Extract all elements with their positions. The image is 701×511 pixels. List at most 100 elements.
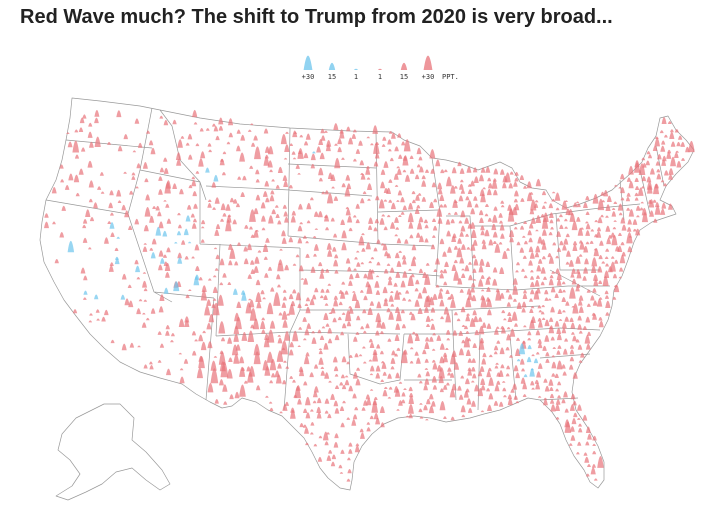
county-spike-rep: [87, 131, 93, 138]
county-spike-rep: [284, 144, 290, 152]
county-spike-rep: [110, 232, 115, 237]
county-spike-rep: [339, 131, 345, 139]
county-spike-rep: [499, 220, 503, 224]
county-spike-rep: [261, 317, 266, 321]
county-spike-rep: [555, 417, 560, 420]
county-spike-rep: [400, 350, 408, 364]
county-spike-rep: [501, 380, 506, 383]
county-spike-rep: [641, 176, 647, 182]
county-spike-rep: [380, 331, 384, 335]
county-spike-rep: [580, 352, 585, 358]
county-spike-rep: [244, 224, 249, 229]
county-spike-rep: [530, 281, 535, 288]
county-spike-rep: [509, 171, 514, 175]
county-spike-rep: [449, 388, 456, 398]
county-spike-rep: [341, 183, 346, 188]
county-spike-rep: [318, 138, 324, 145]
county-spike-rep: [549, 393, 555, 399]
county-spike-rep: [551, 361, 557, 369]
county-spike-rep: [255, 279, 261, 286]
county-spike-rep: [485, 277, 491, 285]
county-spike-rep: [44, 221, 49, 229]
county-spike-rep: [576, 203, 581, 208]
county-spike-rep: [215, 224, 221, 229]
county-spike-rep: [316, 146, 322, 153]
county-spike-rep: [252, 318, 260, 330]
county-spike-rep: [465, 349, 471, 356]
county-spike-rep: [365, 394, 371, 400]
county-spike-rep: [158, 306, 164, 313]
county-spike-rep: [358, 140, 363, 146]
county-spike-rep: [281, 310, 288, 320]
county-spike-rep: [218, 351, 226, 365]
county-spike-rep: [396, 260, 402, 267]
county-spike-rep: [555, 399, 561, 405]
county-spike-rep: [513, 395, 518, 400]
county-spike-rep: [195, 170, 200, 174]
county-spike-rep: [383, 268, 389, 274]
county-spike-rep: [212, 302, 220, 316]
county-spike-rep: [110, 339, 115, 344]
county-spike-rep: [66, 132, 70, 134]
county-spike-rep: [453, 270, 460, 281]
county-spike-rep: [487, 309, 492, 316]
county-spike-rep: [402, 155, 409, 166]
county-spike-rep: [418, 268, 424, 274]
county-spike-rep: [516, 302, 522, 309]
county-spike-rep: [269, 195, 275, 202]
county-spike-rep: [572, 303, 579, 314]
county-spike-rep: [493, 168, 499, 175]
county-spike-rep: [266, 302, 274, 315]
county-spike-rep: [331, 186, 335, 189]
county-spike-rep: [346, 361, 350, 365]
county-spike-rep: [386, 214, 391, 218]
county-spike-rep: [515, 372, 520, 379]
county-spike-rep: [540, 266, 546, 274]
county-spike-rep: [334, 374, 339, 377]
county-spike-rep: [380, 422, 385, 428]
county-spike-rep: [432, 225, 438, 231]
county-spike-rep: [164, 182, 171, 194]
county-spike-rep: [492, 267, 498, 273]
county-spike-rep: [87, 160, 93, 168]
county-spike-rep: [275, 374, 282, 384]
county-spike-rep: [378, 199, 385, 209]
county-spike-rep: [313, 386, 319, 393]
county-spike-rep: [355, 378, 361, 386]
county-spike-rep: [605, 300, 611, 308]
county-spike-rep: [533, 290, 540, 300]
county-spike-rep: [352, 215, 357, 218]
county-spike-rep: [320, 366, 325, 369]
county-spike-dem: [232, 288, 238, 295]
county-spike-rep: [424, 341, 430, 349]
county-spike-rep: [535, 275, 540, 279]
county-spike-rep: [449, 372, 455, 378]
county-spike-rep: [80, 267, 86, 274]
county-spike-rep: [163, 199, 167, 202]
county-spike-rep: [151, 238, 157, 245]
county-spike-rep: [333, 299, 339, 307]
county-spike-rep: [149, 247, 154, 251]
county-spike-rep: [528, 260, 533, 266]
county-spike-rep: [480, 297, 487, 308]
county-spike-rep: [540, 311, 545, 315]
county-spike-rep: [457, 238, 462, 244]
county-spike-rep: [635, 185, 640, 190]
county-spike-rep: [575, 286, 580, 292]
county-spike-rep: [215, 135, 220, 141]
county-spike-rep: [339, 382, 344, 386]
county-spike-rep: [613, 201, 618, 204]
county-spike-rep: [184, 255, 189, 260]
county-spike-rep: [598, 255, 603, 260]
county-spike-rep: [305, 442, 309, 446]
county-spike-rep: [597, 266, 603, 273]
county-spike-rep: [304, 328, 310, 336]
county-spike-rep: [500, 364, 505, 369]
county-spike-rep: [663, 183, 667, 187]
county-spike-rep: [592, 193, 599, 204]
county-spike-rep: [500, 204, 505, 208]
legend-item-rep-30: +30: [416, 50, 440, 84]
county-spike-rep: [491, 180, 498, 189]
county-spike-rep: [183, 358, 189, 364]
